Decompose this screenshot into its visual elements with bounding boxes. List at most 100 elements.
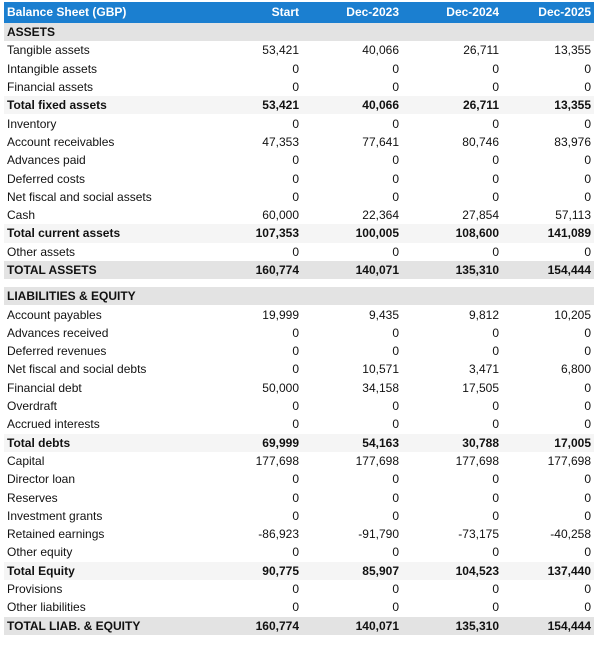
row-label: Total fixed assets xyxy=(4,96,190,115)
value-cell: 0 xyxy=(492,61,499,76)
table-row: Total debts 69,999 54,163 30,788 17,005 xyxy=(4,433,594,452)
value-cell: 0 xyxy=(392,116,399,131)
value-cell: 160,774 xyxy=(190,260,302,280)
value-cell: 0 xyxy=(392,80,399,95)
section-spacer xyxy=(4,279,594,287)
row-label: Reserves xyxy=(7,490,58,505)
table-row: Net fiscal and social debts 0 10,571 3,471 6… xyxy=(4,360,594,378)
table-row: Provisions 0 0 0 0 xyxy=(4,580,594,598)
table-row: TOTAL ASSETS 160,774 140,071 135,310 154,444 xyxy=(4,260,594,280)
value-cell: 0 xyxy=(492,508,499,523)
value-cell: 0 xyxy=(292,116,299,131)
value-cell: 0 xyxy=(292,508,299,523)
table-title: Balance Sheet (GBP) xyxy=(4,2,190,23)
value-cell: 0 xyxy=(292,244,299,259)
section-title: ASSETS xyxy=(4,23,594,42)
balance-sheet-table: Balance Sheet (GBP) Start Dec-2023 Dec-2… xyxy=(4,2,594,635)
row-label: Director loan xyxy=(7,472,76,487)
row-label: Retained earnings xyxy=(7,527,105,542)
value-cell: 0 xyxy=(492,417,499,432)
value-cell: 13,355 xyxy=(554,43,591,58)
value-cell: 0 xyxy=(584,417,591,432)
value-cell: 85,907 xyxy=(302,561,402,580)
value-cell: 9,435 xyxy=(368,307,399,322)
row-label: Accrued interests xyxy=(7,417,100,432)
value-cell: 57,113 xyxy=(555,208,591,223)
value-cell: 6,800 xyxy=(560,362,591,377)
value-cell: 0 xyxy=(584,61,591,76)
value-cell: 0 xyxy=(392,508,399,523)
row-label: Inventory xyxy=(7,116,57,131)
row-label: Advances paid xyxy=(7,153,86,168)
value-cell: 0 xyxy=(292,153,299,168)
table-row: Accrued interests 0 0 0 0 xyxy=(4,415,594,433)
value-cell: 137,440 xyxy=(502,561,594,580)
value-cell: 22,364 xyxy=(362,208,399,223)
value-cell: 107,353 xyxy=(190,224,302,243)
table-row: Total current assets 107,353 100,005 108,60… xyxy=(4,224,594,243)
row-label: Other liabilities xyxy=(7,600,86,615)
value-cell: 50,000 xyxy=(262,380,299,395)
value-cell: 0 xyxy=(584,153,591,168)
value-cell: 0 xyxy=(584,582,591,597)
column-header-start: Start xyxy=(190,2,302,23)
value-cell: 0 xyxy=(584,80,591,95)
value-cell: 34,158 xyxy=(362,380,399,395)
value-cell: 83,976 xyxy=(554,134,591,149)
row-label: Other assets xyxy=(7,244,76,259)
value-cell: 0 xyxy=(392,417,399,432)
value-cell: -40,258 xyxy=(550,527,591,542)
value-cell: 0 xyxy=(584,325,591,340)
table-row: Deferred revenues 0 0 0 0 xyxy=(4,342,594,360)
value-cell: 0 xyxy=(584,116,591,131)
value-cell: 0 xyxy=(292,417,299,432)
value-cell: 40,066 xyxy=(302,96,402,115)
value-cell: 26,711 xyxy=(402,96,502,115)
section-title: LIABILITIES & EQUITY xyxy=(4,287,594,306)
row-label: Deferred costs xyxy=(7,171,86,186)
value-cell: -86,923 xyxy=(258,527,299,542)
value-cell: 0 xyxy=(584,508,591,523)
value-cell: 0 xyxy=(492,189,499,204)
value-cell: 160,774 xyxy=(190,616,302,635)
value-cell: 53,421 xyxy=(190,96,302,115)
column-header-dec-2025: Dec-2025 xyxy=(502,2,594,23)
value-cell: 135,310 xyxy=(402,260,502,280)
row-label: Cash xyxy=(7,208,36,223)
value-cell: 0 xyxy=(292,472,299,487)
value-cell: 0 xyxy=(392,600,399,615)
value-cell: 17,005 xyxy=(502,433,594,452)
table-row: Financial debt 50,000 34,158 17,505 0 xyxy=(4,379,594,397)
value-cell: 0 xyxy=(292,545,299,560)
value-cell: 0 xyxy=(292,399,299,414)
row-label: Financial assets xyxy=(7,80,94,95)
value-cell: 0 xyxy=(492,344,499,359)
row-label: Investment grants xyxy=(7,508,103,523)
value-cell: 0 xyxy=(492,171,499,186)
value-cell: 0 xyxy=(392,171,399,186)
table-row: Deferred costs 0 0 0 0 xyxy=(4,169,594,187)
value-cell: 0 xyxy=(392,189,399,204)
value-cell: 177,698 xyxy=(547,453,591,468)
value-cell: 27,854 xyxy=(462,208,499,223)
value-cell: 77,641 xyxy=(362,134,399,149)
table-body: ASSETS Tangible assets 53,421 40,066 26,711 1… xyxy=(4,23,594,635)
value-cell: 0 xyxy=(492,80,499,95)
value-cell: 0 xyxy=(292,582,299,597)
value-cell: 69,999 xyxy=(190,433,302,452)
value-cell: 0 xyxy=(292,490,299,505)
row-label: Net fiscal and social debts xyxy=(7,362,147,377)
value-cell: 26,711 xyxy=(463,43,499,58)
value-cell: 0 xyxy=(292,344,299,359)
table-row: Reserves 0 0 0 0 xyxy=(4,488,594,506)
value-cell: 47,353 xyxy=(262,134,299,149)
table-row: Other assets 0 0 0 0 xyxy=(4,243,594,261)
value-cell: 19,999 xyxy=(262,307,299,322)
value-cell: -73,175 xyxy=(458,527,499,542)
value-cell: 0 xyxy=(292,189,299,204)
table-row: Inventory 0 0 0 0 xyxy=(4,114,594,132)
row-label: Intangible assets xyxy=(7,61,98,76)
value-cell: 0 xyxy=(584,600,591,615)
row-label: Overdraft xyxy=(7,399,58,414)
